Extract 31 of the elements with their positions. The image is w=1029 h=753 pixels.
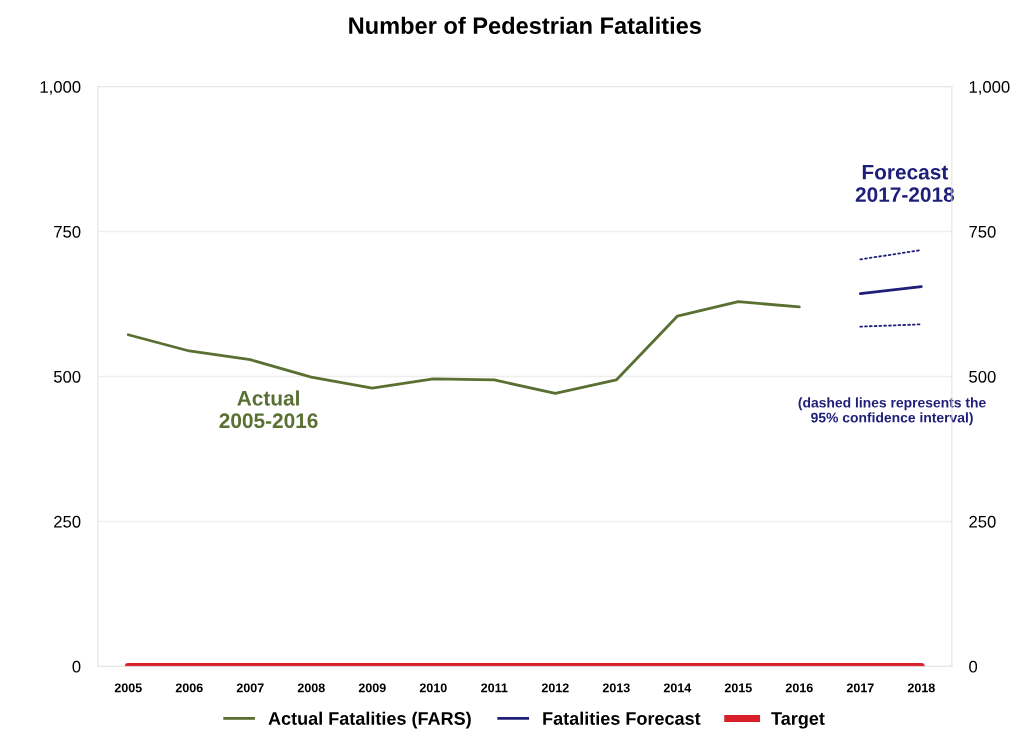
x-tick-label: 2016 [785, 683, 813, 693]
x-tick-label: 2013 [602, 683, 630, 693]
x-tick-label: 2006 [175, 683, 203, 693]
chart-title: Number of Pedestrian Fatalities [349, 16, 701, 35]
legend-label: Actual Fatalities (FARS) [268, 711, 471, 729]
x-tick-label: 2009 [358, 683, 386, 693]
y-tick-label: 0 [72, 660, 81, 673]
legend-label: Target [771, 712, 825, 729]
y2-tick-label: 250 [969, 515, 996, 528]
x-tick-label: 2015 [724, 683, 752, 693]
y-tick-label: 250 [54, 515, 81, 528]
x-tick-label: 2011 [481, 683, 508, 693]
x-tick-label: 2010 [419, 683, 447, 693]
legend-label: Fatalities Forecast [543, 711, 701, 725]
x-tick-label: 2005 [114, 683, 142, 693]
y2-tick-label: 750 [969, 225, 996, 238]
x-tick-label: 2012 [541, 683, 569, 693]
y-tick-label: 1,000 [40, 81, 81, 95]
y-tick-label: 500 [53, 370, 81, 383]
y-tick-label: 750 [54, 225, 81, 238]
x-tick-label: 2008 [297, 683, 325, 693]
x-tick-label: 2017 [846, 683, 874, 693]
x-tick-label: 2014 [663, 683, 692, 693]
annotation: Actual 2005-2016 [219, 390, 318, 429]
x-tick-label: 2007 [236, 683, 264, 693]
annotation: (dashed lines represents the 95% confidence interval) [798, 397, 986, 426]
annotation: Forecast 2017-2018 [855, 165, 955, 202]
x-tick-label: 2018 [907, 683, 935, 693]
y2-tick-label: 0 [969, 660, 978, 673]
y2-tick-label: 500 [969, 370, 996, 383]
y2-tick-label: 1,000 [969, 81, 1010, 95]
